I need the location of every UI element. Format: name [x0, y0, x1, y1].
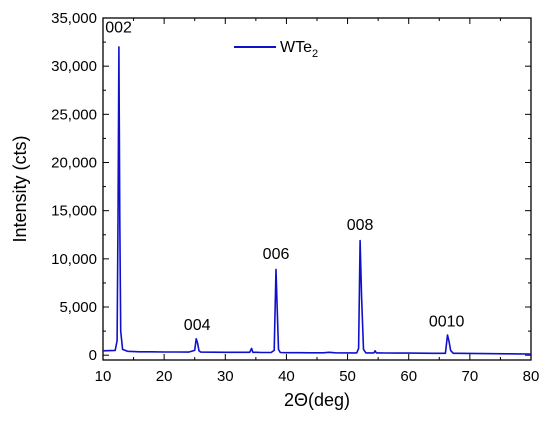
y-axis-title: Intensity (cts): [10, 135, 30, 242]
x-tick-label: 60: [400, 368, 417, 385]
y-tick-label: 35,000: [51, 10, 97, 27]
peak-label: 004: [184, 317, 211, 334]
peak-label: 008: [347, 217, 374, 234]
x-tick-label: 30: [217, 368, 234, 385]
y-tick-label: 20,000: [51, 155, 97, 172]
peak-label: 0010: [429, 313, 465, 330]
peak-labels: 002 004 006 008 0010: [105, 19, 464, 334]
x-tick-label: 20: [156, 368, 173, 385]
y-tick-labels: 0 5,000 10,000 15,000 20,000 25,000 30,000 35,0…: [51, 10, 97, 364]
y-tick-label: 5,000: [59, 299, 97, 316]
x-tick-label: 50: [339, 368, 356, 385]
series-line-wte2: [102, 46, 532, 355]
x-tick-label: 80: [523, 368, 540, 385]
tick-marks: [102, 17, 532, 360]
x-tick-labels: 10 20 30 40 50 60 70 80: [95, 368, 540, 385]
legend: WTe2: [234, 39, 318, 60]
x-axis-title: 2Θ(deg): [284, 390, 350, 410]
y-tick-label: 0: [89, 347, 97, 364]
plot-frame: [102, 17, 532, 361]
x-tick-label: 10: [95, 368, 112, 385]
peak-label: 002: [105, 19, 132, 36]
x-tick-label: 70: [462, 368, 479, 385]
y-tick-label: 10,000: [51, 251, 97, 268]
peak-label: 006: [263, 246, 290, 263]
legend-label: WTe2: [280, 39, 318, 60]
y-tick-label: 25,000: [51, 106, 97, 123]
x-tick-label: 40: [278, 368, 295, 385]
y-tick-label: 15,000: [51, 203, 97, 220]
y-tick-label: 30,000: [51, 58, 97, 75]
